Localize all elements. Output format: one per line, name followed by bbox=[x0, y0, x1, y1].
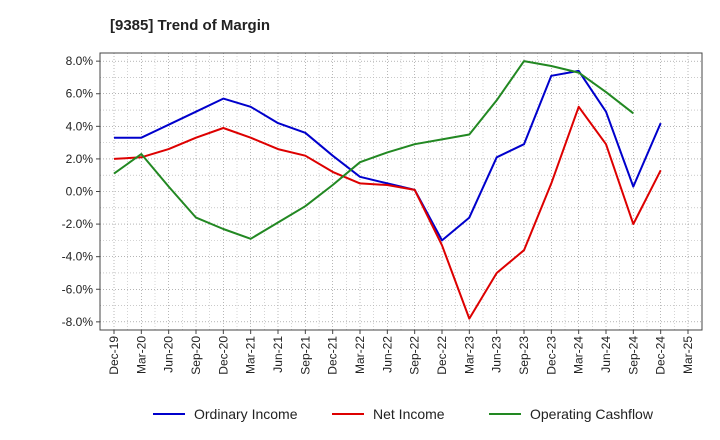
x-tick-label: Dec-22 bbox=[435, 336, 449, 375]
y-tick-label: -4.0% bbox=[62, 250, 94, 264]
x-tick-label: Sep-20 bbox=[189, 336, 203, 375]
x-tick-label: Mar-20 bbox=[134, 336, 148, 374]
legend-label: Operating Cashflow bbox=[530, 406, 654, 422]
x-tick-label: Mar-23 bbox=[462, 336, 476, 374]
y-tick-label: -8.0% bbox=[62, 315, 94, 329]
x-tick-label: Mar-24 bbox=[572, 336, 586, 374]
plot-frame bbox=[99, 52, 703, 331]
y-axis-ticks: 8.0% 6.0% 4.0% 2.0% 0.0% -2.0% -4.0% -6.0% -8.0% bbox=[62, 54, 100, 329]
x-tick-label: Sep-24 bbox=[626, 336, 640, 375]
x-tick-label: Dec-20 bbox=[216, 336, 230, 375]
x-tick-label: Jun-23 bbox=[490, 336, 504, 373]
x-tick-label: Sep-22 bbox=[408, 336, 422, 375]
y-tick-label: 4.0% bbox=[66, 119, 94, 133]
y-tick-label: 0.0% bbox=[66, 185, 94, 199]
legend-label: Ordinary Income bbox=[194, 406, 298, 422]
x-tick-label: Jun-21 bbox=[271, 336, 285, 373]
y-tick-label: 8.0% bbox=[66, 54, 94, 68]
grid-lines bbox=[100, 53, 702, 330]
y-tick-label: 2.0% bbox=[66, 152, 94, 166]
x-tick-label: Dec-19 bbox=[107, 336, 121, 375]
series-lines bbox=[113, 60, 662, 320]
x-tick-label: Dec-21 bbox=[326, 336, 340, 375]
chart-title: [9385] Trend of Margin bbox=[110, 17, 270, 34]
x-tick-label: Sep-23 bbox=[517, 336, 531, 375]
series-line-net-income bbox=[113, 105, 662, 320]
series-line-ordinary-income bbox=[114, 69, 662, 242]
x-tick-label: Mar-21 bbox=[244, 336, 258, 374]
legend: Ordinary Income Net Income Operating Cashf… bbox=[153, 406, 654, 422]
x-tick-label: Mar-22 bbox=[353, 336, 367, 374]
x-tick-label: Sep-21 bbox=[298, 336, 312, 375]
y-tick-label: -6.0% bbox=[62, 282, 94, 296]
legend-label: Net Income bbox=[373, 406, 445, 422]
x-tick-label: Jun-20 bbox=[162, 336, 176, 373]
x-tick-label: Dec-23 bbox=[544, 336, 558, 375]
x-tick-label: Mar-25 bbox=[681, 336, 695, 374]
series-line-operating-cashflow bbox=[113, 60, 634, 240]
x-tick-label: Jun-24 bbox=[599, 336, 613, 373]
y-tick-label: 6.0% bbox=[66, 87, 94, 101]
x-tick-label: Jun-22 bbox=[380, 336, 394, 373]
x-tick-label: Dec-24 bbox=[654, 336, 668, 375]
y-tick-label: -2.0% bbox=[62, 217, 94, 231]
x-axis-ticks: Dec-19 Mar-20 Jun-20 Sep-20 Dec-20 Mar-21 Jun-… bbox=[107, 330, 695, 375]
